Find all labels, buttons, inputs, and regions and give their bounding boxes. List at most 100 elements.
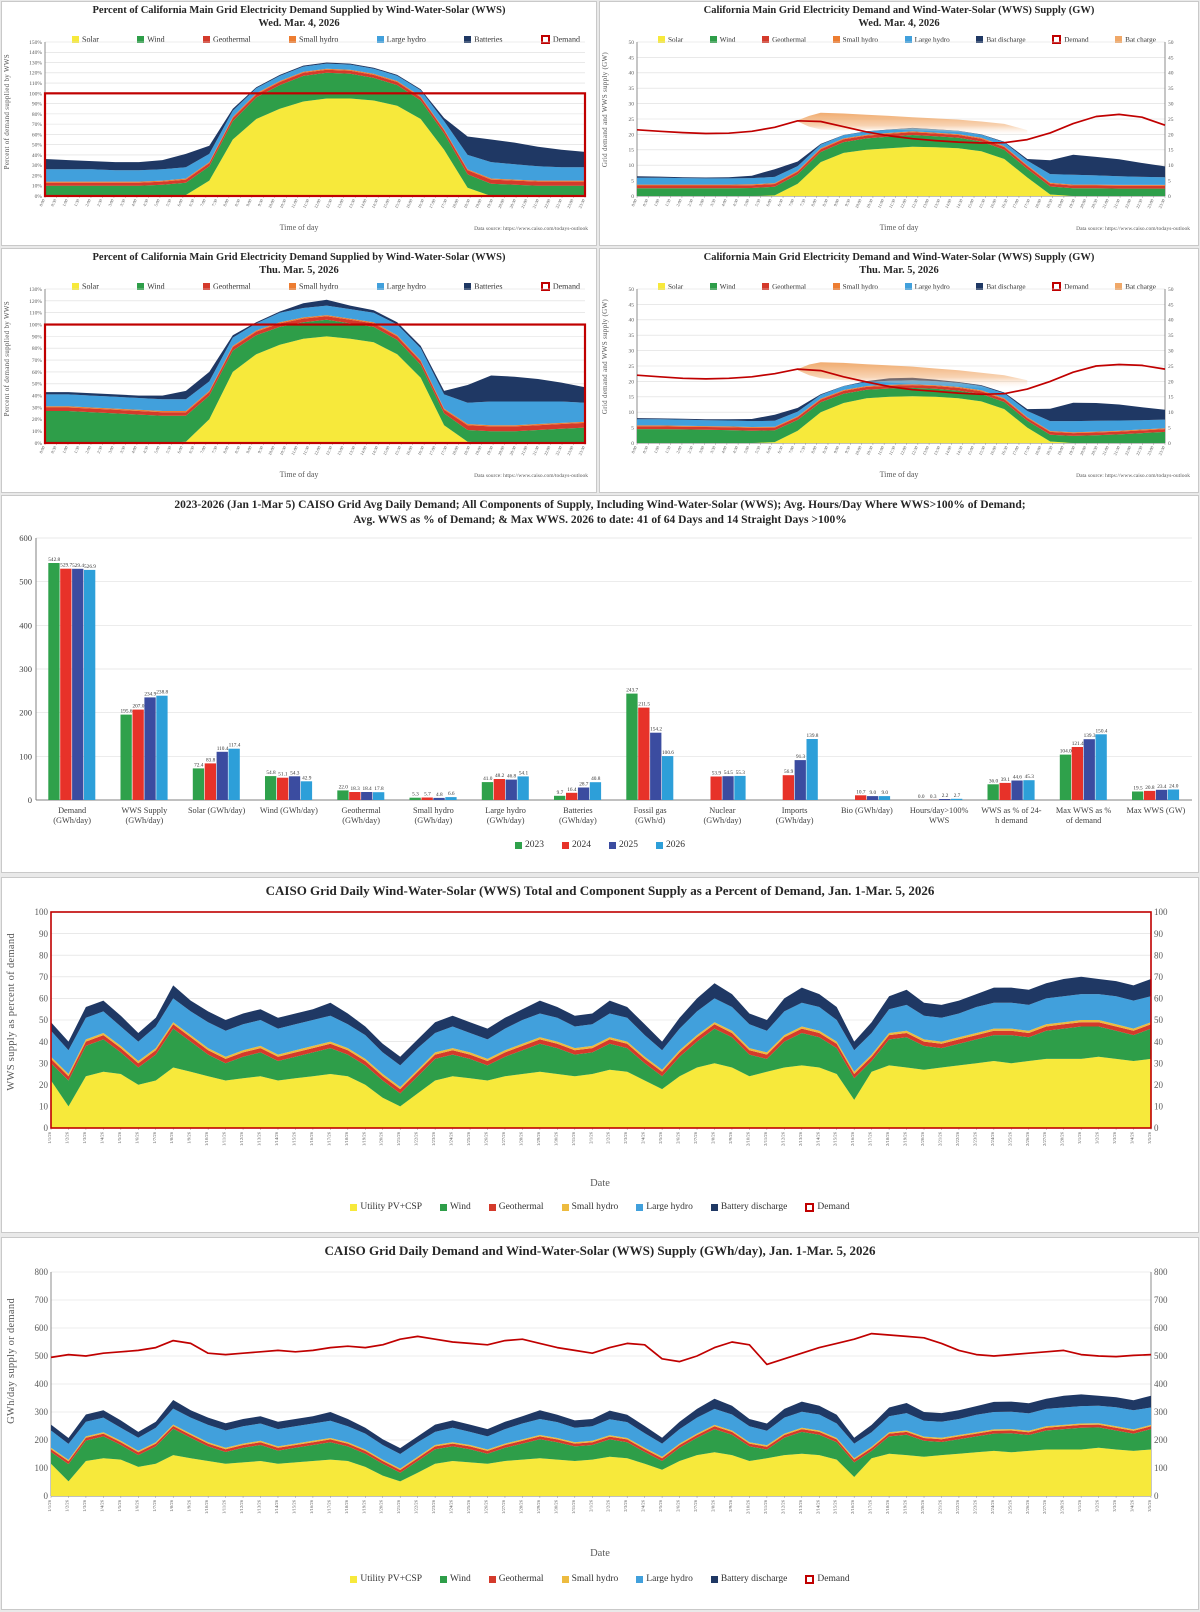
tick-label: 8:30 — [234, 445, 242, 454]
tick-label: 5:00 — [743, 198, 751, 207]
bar-2025-11 — [866, 796, 879, 800]
bar-2024-6 — [493, 779, 505, 800]
tick-label: 1/24/26 — [449, 1131, 454, 1146]
tick-label: 3:00 — [698, 198, 706, 207]
tick-label: 15 — [629, 148, 635, 154]
tick-label: 17.8 — [374, 786, 384, 792]
bar-2024-5 — [421, 797, 433, 800]
demand-box-swatch-icon — [540, 35, 550, 44]
tick-label: 10:00 — [267, 198, 276, 209]
tick-label: 2/10/26 — [745, 1131, 750, 1146]
tick-label: 2/12/26 — [780, 1499, 785, 1514]
tick-label: 207.0 — [132, 704, 144, 710]
annual-bars-chart: 0 100 200 300 400 500 600 542.8 195.6 72.4 54.8 22.… — [19, 533, 1192, 825]
tick-label: 24.0 — [1169, 784, 1179, 790]
tick-label: 40 — [629, 318, 635, 324]
tick-label: Small hydro — [413, 806, 454, 815]
tick-label: 1/11/26 — [222, 1499, 227, 1514]
tick-label: 10 — [629, 410, 635, 416]
chart-subtitle: Thu. Mar. 5, 2026 — [259, 265, 339, 276]
legend-item-demand: Demand — [805, 1202, 850, 1212]
bar-2023-0 — [48, 563, 60, 800]
tick-label: 1/10/26 — [204, 1499, 209, 1514]
area-solar — [45, 336, 585, 443]
tick-label: 50 — [39, 1015, 49, 1025]
bar-2026-12 — [951, 798, 963, 800]
tick-label: 1/3/26 — [82, 1499, 87, 1511]
legend-label: Wind — [147, 282, 165, 291]
tick-label: 17:00 — [1011, 445, 1020, 456]
tick-label: 35 — [1168, 333, 1174, 339]
tick-label: 100 — [1154, 1463, 1168, 1473]
tick-label: 5:00 — [153, 445, 161, 454]
tick-label: 6:00 — [765, 198, 773, 207]
bar-2023-5 — [409, 797, 421, 800]
area-geothermal — [51, 1022, 1151, 1094]
chart-legend: Solar Wind Geothermal Small hydro Large hydr… — [72, 35, 580, 44]
tick-label: 4:30 — [731, 198, 739, 207]
tick-label: 45 — [629, 302, 635, 308]
bar-2025-3 — [288, 776, 301, 800]
legend-swatch-icon — [202, 36, 210, 43]
tick-label: 2/22/26 — [955, 1499, 960, 1514]
daily-pct-chart: 0 0 10 10 20 20 30 30 40 40 50 50 60 60 70 70 80 80 90 90 10… — [35, 907, 1169, 1146]
tick-label: 21:30 — [1112, 198, 1121, 209]
tick-label: 22:30 — [554, 445, 563, 456]
tick-label: WWS — [929, 816, 950, 825]
tick-label: 500 — [1154, 1351, 1168, 1361]
tick-label: 8:00 — [222, 198, 230, 207]
tick-label: 3/4/26 — [1130, 1499, 1135, 1511]
tick-label: 9.0 — [881, 790, 888, 796]
tick-label: 50% — [32, 382, 43, 388]
tick-label: 4:30 — [731, 445, 739, 454]
legend-label: Bat discharge — [986, 35, 1026, 44]
legend-label: Batteries — [474, 35, 503, 44]
tick-label: 3/1/26 — [1077, 1499, 1082, 1511]
tick-label: 2/16/26 — [850, 1131, 855, 1146]
legend-label: Small hydro — [571, 1574, 619, 1584]
tick-label: 529.4 — [72, 563, 84, 569]
tick-label: 28.7 — [579, 781, 589, 787]
tick-label: 22:00 — [1124, 445, 1133, 456]
tick-label: 30% — [32, 405, 43, 411]
panel-pct-thu: Percent of California Main Grid Electric… — [1, 248, 597, 493]
tick-label: 0% — [35, 441, 43, 447]
tick-label: 15 — [629, 395, 635, 401]
tick-label: 1/14/26 — [274, 1131, 279, 1146]
tick-label: 7:00 — [788, 445, 796, 454]
tick-label: 2/19/26 — [903, 1131, 908, 1146]
tick-label: 23:30 — [577, 445, 586, 456]
tick-label: 0 — [1154, 1491, 1159, 1501]
tick-label: 90% — [32, 334, 43, 340]
bar-2025-9 — [722, 776, 734, 800]
tick-label: 10:30 — [279, 445, 288, 456]
bar-2024-7 — [566, 792, 578, 800]
tick-label: (GWh/day) — [776, 816, 814, 825]
tick-label: Max WWS as % — [1056, 806, 1111, 815]
tick-label: 600 — [1154, 1323, 1168, 1333]
bar-2026-10 — [806, 739, 818, 800]
tick-label: 600 — [19, 533, 32, 543]
tick-label: 2/6/26 — [676, 1131, 681, 1143]
legend-label: Wind — [719, 282, 736, 291]
tick-label: 1/16/26 — [309, 1499, 314, 1514]
tick-label: 1/2/26 — [64, 1131, 69, 1143]
daily-gwh-chart: 0 0 100 100 200 200 300 300 400 400 500 500 600 600 70… — [35, 1267, 1169, 1514]
tick-label: 2/15/26 — [833, 1131, 838, 1146]
chart-title: Percent of California Main Grid Electric… — [92, 252, 506, 263]
tick-label: 9:30 — [257, 445, 265, 454]
legend-swatch-icon — [762, 283, 770, 290]
chart-legend: 2023 2024 2025 2026 — [2, 840, 1198, 850]
tick-label: Hours/day>100% — [910, 806, 969, 815]
bar-2026-11 — [878, 796, 891, 800]
tick-label: (GWh/day) — [703, 816, 741, 825]
area-large-hydro — [637, 380, 1165, 433]
tick-label: 42.9 — [302, 775, 312, 781]
tick-label: 139.8 — [807, 733, 819, 739]
tick-label: 18.4 — [362, 786, 372, 792]
tick-label: 4:30 — [142, 445, 150, 454]
tick-label: 54.8 — [266, 770, 276, 776]
tick-label: 13:30 — [348, 198, 357, 209]
tick-label: 1/3/26 — [82, 1131, 87, 1143]
legend-item-large-hydro: Large hydro — [636, 1202, 693, 1212]
